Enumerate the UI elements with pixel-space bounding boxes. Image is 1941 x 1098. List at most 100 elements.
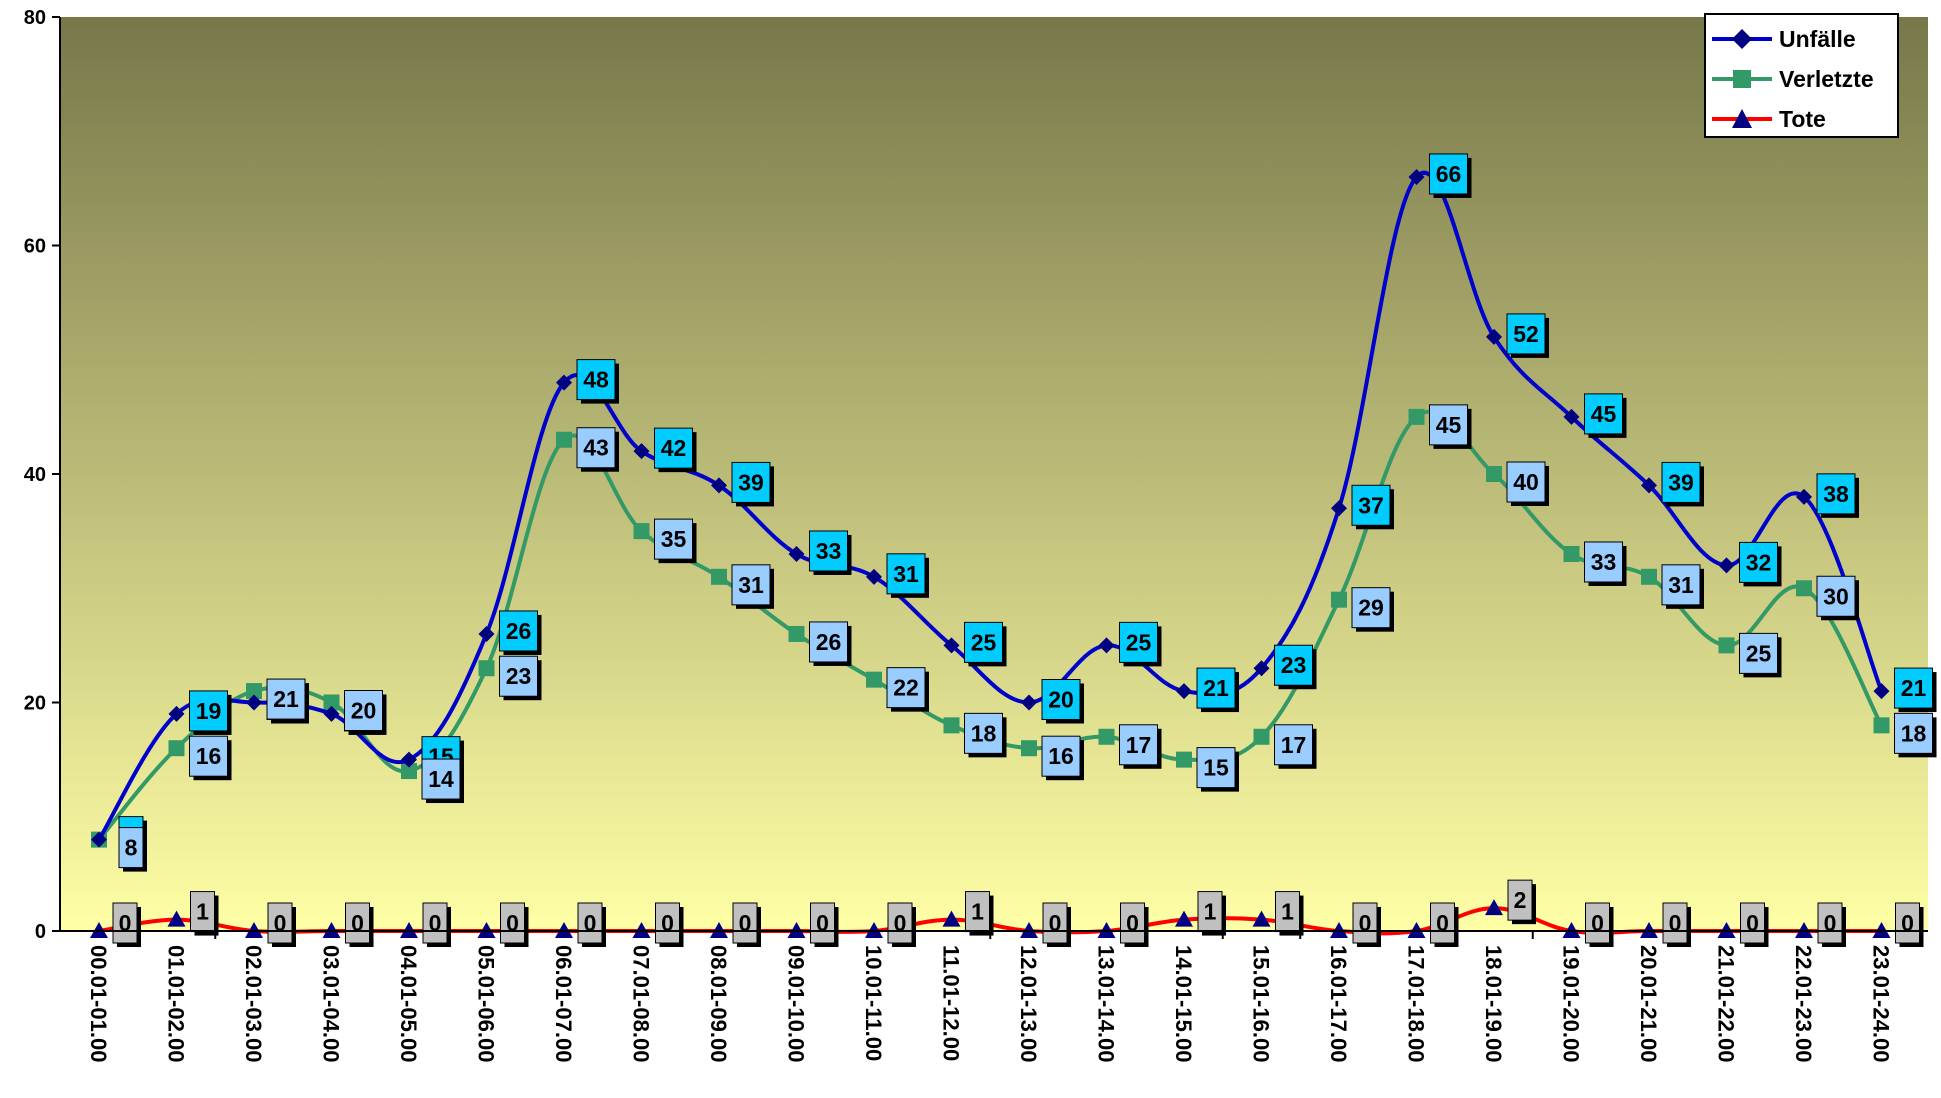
data-label-verletzte: 15 <box>1196 747 1239 792</box>
data-label-tote: 0 <box>112 902 141 947</box>
svg-text:21: 21 <box>273 686 299 712</box>
data-point-tote <box>942 910 961 927</box>
data-point-tote <box>1175 910 1193 927</box>
svg-text:33: 33 <box>1591 549 1617 575</box>
data-label-unfaelle: 66 <box>1429 153 1472 198</box>
svg-text:43: 43 <box>583 435 609 461</box>
svg-text:0: 0 <box>1669 910 1682 936</box>
x-tick-label: 23.01-24.00 <box>1869 945 1894 1062</box>
legend-swatch-verletzte <box>1712 70 1772 88</box>
svg-text:40: 40 <box>1513 469 1539 495</box>
data-point-unfaelle <box>556 374 572 391</box>
data-label-tote: 0 <box>345 902 374 947</box>
data-label-tote: 0 <box>1042 902 1071 947</box>
data-label-unfaelle: 39 <box>1661 461 1704 507</box>
x-tick-label: 14.01-15.00 <box>1171 945 1196 1062</box>
data-point-unfaelle <box>943 637 960 654</box>
svg-text:23: 23 <box>506 663 532 689</box>
data-point-unfaelle <box>1486 328 1502 345</box>
data-point-unfaelle <box>1098 637 1115 654</box>
data-labels-layer: 8192019152648423933312520252123376652453… <box>112 153 1937 947</box>
x-tick-label: 10.01-11.00 <box>861 945 886 1061</box>
svg-text:32: 32 <box>1746 549 1772 575</box>
data-label-verletzte: 16 <box>1041 735 1084 781</box>
data-point-verletzte <box>246 683 262 700</box>
legend: Unfälle Verletzte Tote <box>1704 13 1899 138</box>
svg-text:0: 0 <box>1126 910 1139 936</box>
x-tick-label: 11.01-12.00 <box>939 945 964 1061</box>
x-tick-label: 20.01-21.00 <box>1636 945 1661 1062</box>
data-label-tote: 0 <box>1662 902 1691 947</box>
x-tick-label: 16.01-17.00 <box>1326 945 1351 1062</box>
data-point-verletzte <box>1098 728 1115 745</box>
x-tick-label: 21.01-22.00 <box>1714 945 1739 1062</box>
data-label-verletzte: 21 <box>266 678 309 724</box>
svg-text:19: 19 <box>196 698 222 724</box>
legend-swatch-unfaelle <box>1712 29 1772 49</box>
data-label-tote: 0 <box>1817 902 1846 947</box>
data-point-verletzte <box>633 523 650 540</box>
data-point-unfaelle <box>1176 683 1192 700</box>
x-tick-label: 19.01-20.00 <box>1559 945 1584 1062</box>
data-label-unfaelle: 39 <box>731 461 774 507</box>
data-label-tote: 0 <box>1740 902 1769 947</box>
data-point-unfaelle <box>1796 488 1812 505</box>
plot-area-background <box>60 17 1928 931</box>
data-label-verletzte: 16 <box>189 735 232 781</box>
svg-text:1: 1 <box>1204 899 1217 925</box>
data-label-tote: 1 <box>965 891 994 936</box>
data-label-unfaelle: 25 <box>964 621 1007 667</box>
data-label-tote: 0 <box>500 902 529 947</box>
data-label-tote: 0 <box>1585 902 1614 947</box>
data-point-unfaelle <box>1021 694 1037 711</box>
x-tick-label: 13.01-14.00 <box>1094 945 1119 1062</box>
svg-text:17: 17 <box>1281 732 1307 758</box>
svg-text:25: 25 <box>1126 629 1152 655</box>
data-point-unfaelle <box>91 831 107 848</box>
y-tick-label: 0 <box>35 921 46 943</box>
data-label-tote: 0 <box>887 902 916 947</box>
data-label-verletzte: 18 <box>1894 712 1937 758</box>
svg-text:38: 38 <box>1823 481 1849 507</box>
data-point-unfaelle <box>788 545 805 562</box>
svg-text:18: 18 <box>971 720 997 746</box>
y-tick-label: 60 <box>24 236 46 258</box>
legend-item-verletzte: Verletzte <box>1706 59 1897 99</box>
x-tick-label: 18.01-19.00 <box>1481 945 1506 1062</box>
data-label-unfaelle: 45 <box>1584 393 1627 438</box>
data-point-tote <box>1485 899 1503 916</box>
svg-text:0: 0 <box>1359 910 1372 936</box>
svg-text:0: 0 <box>429 910 442 936</box>
data-point-unfaelle <box>1718 557 1735 574</box>
data-label-verletzte: 26 <box>809 621 852 666</box>
x-tick-label: 06.01-07.00 <box>551 945 576 1062</box>
data-point-verletzte <box>478 660 495 677</box>
svg-text:52: 52 <box>1513 321 1539 347</box>
data-label-verletzte: 8 <box>118 827 147 872</box>
legend-label-unfaelle: Unfälle <box>1779 26 1856 52</box>
x-tick-label: 15.01-16.00 <box>1249 945 1274 1062</box>
x-tick-label: 08.01-09.00 <box>706 945 731 1062</box>
data-label-unfaelle: 37 <box>1351 484 1394 530</box>
svg-text:0: 0 <box>894 910 907 936</box>
svg-text:66: 66 <box>1436 161 1462 187</box>
svg-text:45: 45 <box>1436 412 1462 438</box>
data-point-verletzte <box>1641 568 1657 585</box>
data-point-verletzte <box>1253 728 1270 745</box>
data-label-verletzte: 18 <box>964 712 1007 758</box>
data-label-verletzte: 43 <box>576 427 619 472</box>
svg-text:39: 39 <box>738 469 764 495</box>
svg-text:18: 18 <box>1901 720 1927 746</box>
svg-text:48: 48 <box>583 367 609 393</box>
y-axis-ticks: 0 20 40 60 80 <box>24 7 60 943</box>
data-point-tote <box>1252 910 1271 927</box>
data-label-verletzte: 22 <box>886 667 929 712</box>
data-point-tote <box>167 910 186 927</box>
svg-text:0: 0 <box>1824 910 1837 936</box>
data-point-unfaelle <box>711 477 727 494</box>
svg-text:0: 0 <box>1049 910 1062 936</box>
svg-text:16: 16 <box>196 743 222 769</box>
data-label-verletzte: 45 <box>1429 404 1472 449</box>
data-label-unfaelle: 20 <box>1041 679 1084 724</box>
data-label-unfaelle: 19 <box>189 690 232 735</box>
